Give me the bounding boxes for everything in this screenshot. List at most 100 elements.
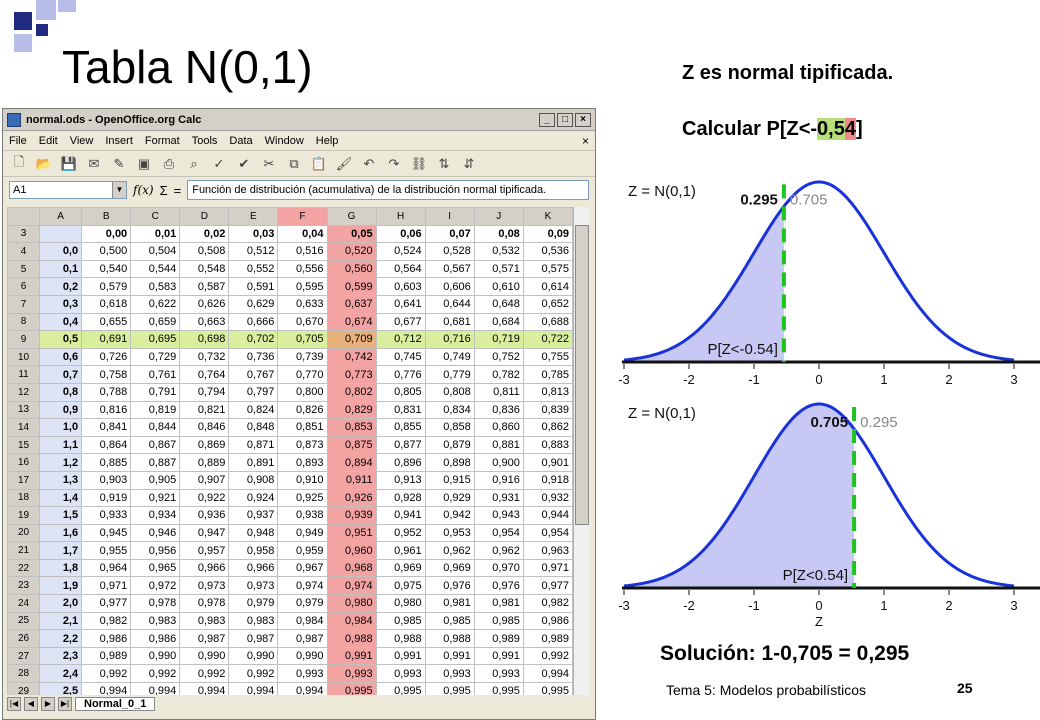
table-cell[interactable]: 0,987	[179, 629, 230, 648]
table-cell[interactable]: 0,960	[326, 541, 377, 560]
table-cell[interactable]: 0,595	[277, 277, 328, 296]
table-cell[interactable]: 0,987	[277, 629, 328, 648]
table-cell[interactable]: 0,966	[228, 558, 279, 578]
table-cell[interactable]: 0,971	[522, 558, 574, 578]
table-cell[interactable]: 0,816	[81, 400, 132, 420]
table-cell[interactable]: 0,544	[130, 259, 181, 279]
table-cell[interactable]: 0,980	[326, 594, 377, 613]
table-cell[interactable]: 0,552	[228, 259, 279, 279]
table-cell[interactable]: 0,764	[179, 365, 230, 384]
table-cell[interactable]: 0,900	[473, 453, 524, 472]
prev-sheet-icon[interactable]: ◀	[24, 697, 38, 711]
table-cell[interactable]: 0,688	[522, 312, 574, 332]
vertical-scrollbar[interactable]	[573, 207, 589, 697]
table-cell[interactable]: 0,788	[81, 382, 132, 402]
menu-item-window[interactable]: Window	[264, 134, 304, 147]
table-cell[interactable]: 0,921	[130, 488, 181, 508]
table-cell[interactable]: 0,637	[326, 294, 377, 314]
table-cell[interactable]: 1,2	[39, 453, 83, 472]
column-header-g[interactable]: G	[326, 207, 377, 226]
table-cell[interactable]: 1,4	[39, 488, 83, 508]
export-pdf-icon[interactable]: ▣	[137, 155, 151, 171]
table-cell[interactable]: 1,9	[39, 576, 83, 596]
table-cell[interactable]: 0,992	[130, 664, 181, 684]
table-cell[interactable]: 0,948	[228, 523, 279, 543]
row-header[interactable]: 22	[6, 558, 41, 578]
table-cell[interactable]: 0,926	[326, 488, 377, 508]
row-header[interactable]: 12	[6, 382, 41, 402]
table-cell[interactable]: 0,644	[424, 294, 475, 314]
table-cell[interactable]: 0,969	[424, 558, 475, 578]
table-cell[interactable]: 0,993	[473, 664, 524, 684]
table-cell[interactable]: 0,8	[39, 382, 83, 402]
table-cell[interactable]: 0,965	[130, 558, 181, 578]
table-cell[interactable]: 0,702	[228, 330, 279, 349]
table-cell[interactable]: 0,993	[375, 664, 426, 684]
table-cell[interactable]: 0,942	[424, 506, 475, 525]
table-cell[interactable]: 0,04	[277, 224, 328, 244]
table-cell[interactable]: 0,993	[326, 664, 377, 684]
row-header[interactable]: 3	[6, 224, 41, 244]
row-header[interactable]: 28	[6, 664, 41, 684]
table-cell[interactable]: 0,973	[179, 576, 230, 596]
table-cell[interactable]: 0,504	[130, 242, 181, 261]
table-cell[interactable]: 0,949	[277, 523, 328, 543]
format-paintbrush-icon[interactable]: 🖌	[335, 155, 353, 171]
table-cell[interactable]: 0,893	[277, 453, 328, 472]
table-cell[interactable]: 2,1	[39, 611, 83, 631]
column-header-f[interactable]: F	[277, 207, 328, 226]
table-cell[interactable]: 0,962	[424, 541, 475, 560]
table-cell[interactable]: 0,797	[228, 382, 279, 402]
table-cell[interactable]: 0,3	[39, 294, 83, 314]
table-cell[interactable]: 2,2	[39, 629, 83, 648]
table-cell[interactable]: 0,945	[81, 523, 132, 543]
menu-item-view[interactable]: View	[69, 134, 94, 147]
table-cell[interactable]: 0,579	[81, 277, 132, 296]
table-cell[interactable]: 0,911	[326, 470, 377, 490]
redo-icon[interactable]: ↷	[388, 155, 400, 171]
column-header-b[interactable]: B	[81, 207, 132, 226]
menu-item-edit[interactable]: Edit	[38, 134, 58, 147]
sort-ascending-icon[interactable]: ⇅	[438, 155, 450, 171]
table-cell[interactable]: 0,758	[81, 365, 132, 384]
table-cell[interactable]: 0,691	[81, 330, 132, 349]
table-cell[interactable]: 0,785	[522, 365, 574, 384]
row-header[interactable]: 20	[6, 523, 41, 543]
table-cell[interactable]: 0,00	[81, 224, 132, 244]
table-cell[interactable]: 0,540	[81, 259, 132, 279]
table-cell[interactable]: 0,575	[522, 259, 574, 279]
table-cell[interactable]: 0,08	[473, 224, 524, 244]
table-cell[interactable]: 0,977	[522, 576, 574, 596]
table-cell[interactable]: 0,955	[81, 541, 132, 560]
table-cell[interactable]: 0,988	[424, 629, 475, 648]
table-cell[interactable]: 0,966	[179, 558, 230, 578]
table-cell[interactable]: 0,726	[81, 347, 132, 367]
spellcheck-icon[interactable]: ✓	[213, 155, 225, 171]
table-cell[interactable]: 0,933	[81, 506, 132, 525]
table-cell[interactable]: 0,978	[130, 594, 181, 613]
table-cell[interactable]: 0,980	[375, 594, 426, 613]
table-cell[interactable]: 0,962	[473, 541, 524, 560]
table-cell[interactable]: 0,881	[473, 435, 524, 455]
table-cell[interactable]: 0,939	[326, 506, 377, 525]
table-cell[interactable]: 0,871	[228, 435, 279, 455]
table-cell[interactable]: 0,666	[228, 312, 279, 332]
table-cell[interactable]: 0,848	[228, 418, 279, 437]
table-cell[interactable]: 0,07	[424, 224, 475, 244]
table-cell[interactable]: 0,972	[130, 576, 181, 596]
column-header-h[interactable]: H	[375, 207, 426, 226]
table-cell[interactable]: 0,739	[277, 347, 328, 367]
table-cell[interactable]: 0,991	[424, 646, 475, 666]
table-cell[interactable]: 0,991	[326, 646, 377, 666]
table-cell[interactable]: 0,618	[81, 294, 132, 314]
table-cell[interactable]: 0,889	[179, 453, 230, 472]
table-cell[interactable]: 0,520	[326, 242, 377, 261]
table-cell[interactable]: 0,767	[228, 365, 279, 384]
row-header[interactable]: 26	[6, 629, 41, 648]
table-cell[interactable]: 0,716	[424, 330, 475, 349]
table-cell[interactable]: 0,992	[522, 646, 574, 666]
table-cell[interactable]: 0,979	[277, 594, 328, 613]
table-cell[interactable]: 0,957	[179, 541, 230, 560]
table-cell[interactable]: 0,2	[39, 277, 83, 296]
table-cell[interactable]: 0,858	[424, 418, 475, 437]
